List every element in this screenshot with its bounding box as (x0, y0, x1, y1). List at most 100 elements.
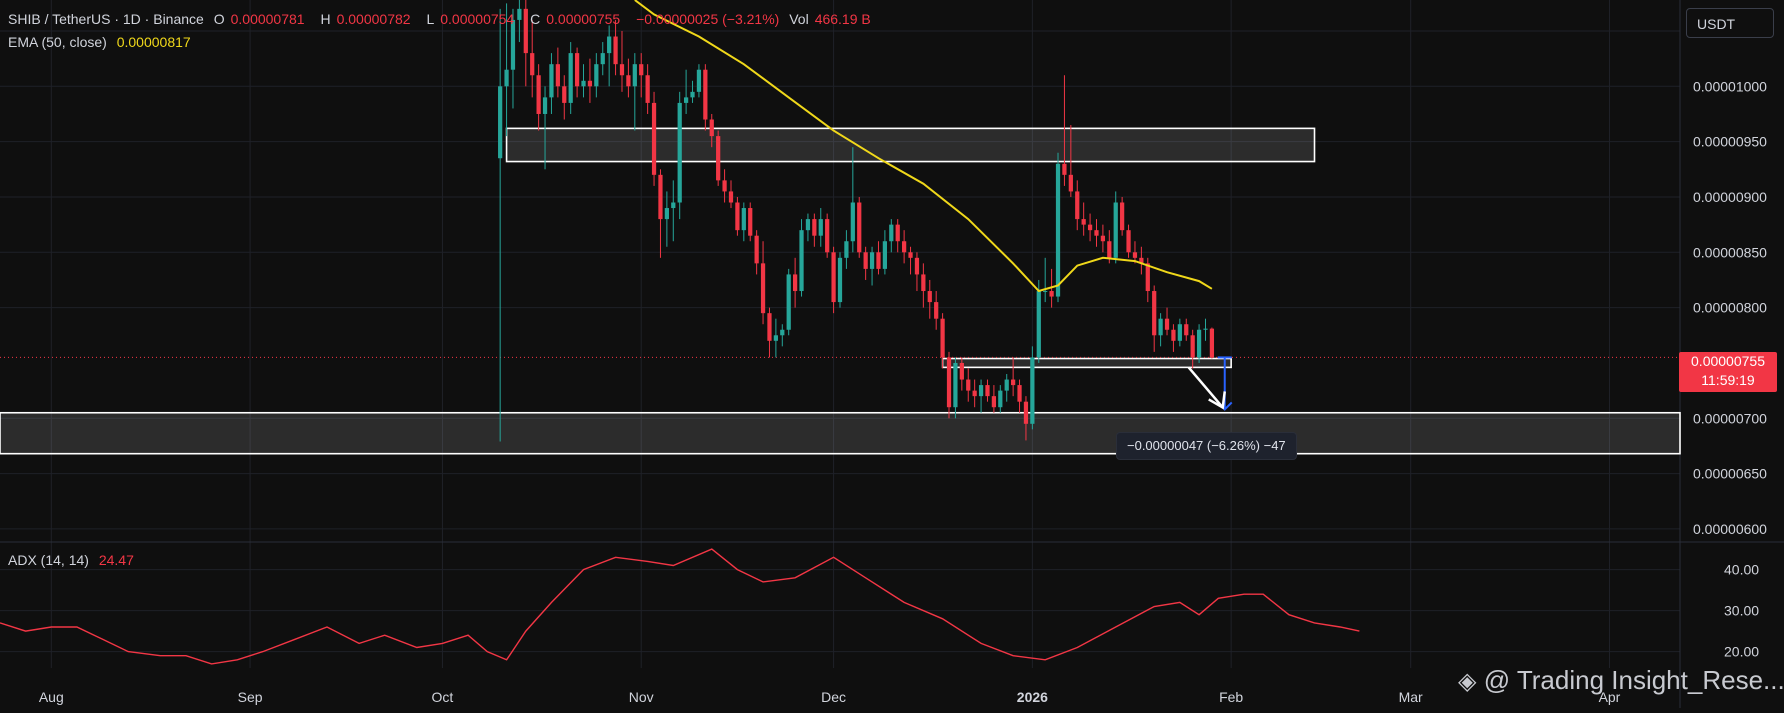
adx-value: 24.47 (98, 552, 134, 568)
candle-body (1196, 329, 1202, 358)
price-tick-label: 0.00000700 (1693, 410, 1767, 426)
candle-body (1184, 324, 1189, 336)
candle-body (728, 191, 734, 203)
time-tick-label: 2026 (1017, 689, 1048, 705)
watermark-text: @ Trading Insight_Rese... (1483, 665, 1784, 695)
price-tick-label: 0.00000800 (1693, 300, 1767, 316)
price-tick-label: 0.00000600 (1693, 521, 1767, 537)
adx-legend[interactable]: ADX (14, 14) 24.47 (8, 552, 140, 568)
candle-body (1017, 385, 1022, 402)
candle-body (510, 19, 516, 70)
candle-body (998, 390, 1003, 408)
time-tick-label: Sep (238, 689, 263, 705)
time-tick-label: Mar (1399, 689, 1423, 705)
candle-body (683, 97, 689, 103)
candle-body (587, 80, 593, 87)
candle-body (818, 219, 823, 236)
zone-box-0 (505, 127, 1316, 163)
candle-body (754, 235, 759, 264)
watermark-logo-icon: ◈ (1458, 668, 1477, 695)
price-tick-label: 0.00000850 (1693, 244, 1767, 260)
open-label: O (213, 11, 225, 27)
candle-body (703, 69, 708, 120)
change-value: −0.00000025 (−3.21%) (636, 11, 780, 27)
close-label: C (530, 11, 541, 27)
price-tick-label: 0.00000650 (1693, 466, 1767, 482)
candle-body (677, 102, 682, 203)
candle-body (619, 64, 625, 76)
time-tick-label: Feb (1219, 689, 1243, 705)
candle-body (934, 302, 939, 319)
candle-body (1049, 291, 1054, 297)
candle-body (1023, 401, 1029, 424)
candle-body (799, 230, 804, 292)
candle-body (959, 362, 964, 380)
last-price-value: 0.00000755 (1691, 353, 1765, 369)
candle-body (664, 208, 669, 220)
symbol-title[interactable]: SHIB / TetherUS · 1D · Binance (8, 11, 204, 27)
symbol-legend: SHIB / TetherUS · 1D · Binance O 0.000007… (8, 11, 883, 27)
candle-body (1126, 230, 1131, 253)
time-tick-label: Dec (821, 689, 846, 705)
high-label: H (320, 11, 331, 27)
candle-body (1113, 202, 1118, 258)
candle-body (709, 119, 714, 137)
candle-body (837, 257, 843, 303)
adx-line (0, 548, 1360, 665)
candle-body (966, 379, 971, 391)
candle-body (536, 75, 541, 114)
ema-line (634, 0, 1213, 293)
ema-value: 0.00000817 (116, 34, 191, 50)
candle-body (542, 97, 548, 114)
candle-body (1004, 379, 1009, 391)
candle-body (741, 208, 746, 231)
candle-body (1068, 174, 1073, 192)
candle-body (760, 263, 766, 314)
volume-value: 466.19 B (814, 11, 871, 27)
ema-legend[interactable]: EMA (50, close) 0.00000817 (8, 34, 197, 50)
candle-body (844, 241, 849, 258)
candle-body (780, 329, 785, 336)
candle-body (1043, 291, 1048, 293)
white-arrow-head (1208, 391, 1226, 410)
candle-body (1164, 318, 1170, 330)
currency-button[interactable]: USDT (1686, 8, 1774, 38)
candle-body (626, 75, 631, 87)
candle-body (876, 252, 881, 269)
candle-body (562, 86, 567, 103)
candle-body (581, 80, 586, 87)
candle-body (812, 219, 817, 236)
candle-body (735, 202, 740, 231)
candle-body (946, 357, 952, 408)
adx-tick-label: 30.00 (1724, 603, 1759, 619)
candle-body (978, 385, 984, 397)
candle-body (831, 252, 836, 303)
zone-box-1 (941, 357, 1232, 369)
high-value: 0.00000782 (336, 11, 411, 27)
candle-body (651, 102, 657, 175)
candle-body (639, 64, 644, 76)
white-arrow-shaft (1187, 366, 1224, 409)
candle-body (568, 53, 573, 103)
open-value: 0.00000781 (230, 11, 305, 27)
candle-body (716, 136, 721, 181)
candle-body (632, 64, 637, 87)
candle-body (767, 313, 772, 341)
candle-body (645, 75, 650, 103)
candle-body (1075, 191, 1080, 220)
candle-body (869, 252, 875, 269)
candle-body (549, 64, 554, 98)
candle-body (953, 362, 958, 408)
last-price-tag: 0.00000755 11:59:19 (1679, 352, 1777, 392)
candle-body (1036, 291, 1041, 358)
candle-body (1209, 328, 1215, 358)
candle-body (786, 274, 791, 330)
candle-body (607, 36, 612, 54)
candle-body (1011, 379, 1016, 386)
candle-body (1087, 224, 1093, 231)
candle-body (1107, 241, 1112, 258)
low-label: L (426, 11, 435, 27)
price-tick-label: 0.00000900 (1693, 189, 1767, 205)
